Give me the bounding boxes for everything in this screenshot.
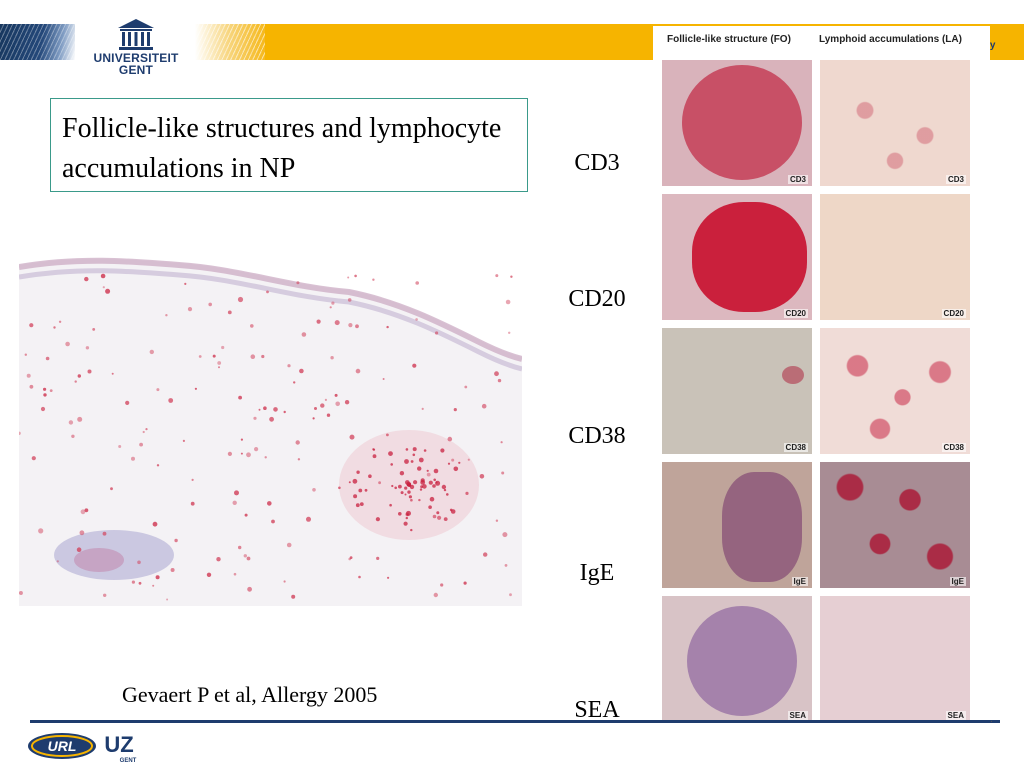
university-building-icon [118, 19, 154, 50]
citation: Gevaert P et al, Allergy 2005 [122, 682, 378, 707]
micrograph-image [19, 245, 522, 606]
tile-label: CD3 [787, 175, 808, 184]
tile-label: IgE [949, 577, 966, 586]
column-header-la: Lymphoid accumulations (LA) [819, 34, 962, 45]
tile-la-cd38: CD38 [820, 328, 970, 454]
tile-label: CD20 [941, 309, 966, 318]
header-stripe-middle [195, 24, 265, 60]
footer-logo-graphic: URL UZ GENT [28, 732, 137, 764]
column-header-fo: Follicle-like structure (FO) [667, 34, 791, 45]
tile-la-ige: IgE [820, 462, 970, 588]
marker-label-sea: SEA [574, 697, 620, 723]
tile-label: CD38 [941, 443, 966, 452]
tile-la-sea: SEA [820, 596, 970, 722]
footer-logo-right-subtext: GENT [120, 758, 137, 764]
marker-label-cd3: CD3 [574, 150, 620, 176]
footer-logo: URL UZ GENT [26, 730, 146, 764]
marker-label-cd38: CD38 [568, 423, 626, 449]
tile-fo-cd38: CD38 [662, 328, 812, 454]
tile-label: IgE [791, 577, 808, 586]
marker-label-ige: IgE [579, 560, 615, 586]
footer-logo-right-text: UZ [104, 732, 133, 757]
marker-label-cd20: CD20 [568, 286, 626, 312]
title-box: Follicle-like structures and lymphocyte … [50, 98, 528, 192]
university-logo: UNIVERSITEIT GENT [86, 18, 186, 88]
footer-divider [30, 720, 1000, 723]
tile-label: CD38 [783, 443, 808, 452]
tile-label: CD3 [945, 175, 966, 184]
tile-label: SEA [787, 711, 808, 720]
slide-title: Follicle-like structures and lymphocyte … [62, 113, 502, 184]
footer-logo-left-text: URL [48, 738, 77, 754]
tile-fo-cd20: CD20 [662, 194, 812, 320]
stained-cells [19, 273, 513, 601]
staining-panel: Follicle-like structure (FO) Lymphoid ac… [653, 26, 990, 731]
tile-label: SEA [945, 711, 966, 720]
tile-label: CD20 [783, 309, 808, 318]
footer-tail-text: . [990, 714, 993, 725]
tile-fo-sea: SEA [662, 596, 812, 722]
tile-fo-cd3: CD3 [662, 60, 812, 186]
header-tail-text: ry [986, 40, 996, 51]
university-name-line2: GENT [118, 63, 154, 77]
tissue-micrograph [19, 245, 522, 606]
tile-la-cd3: CD3 [820, 60, 970, 186]
tile-fo-ige: IgE [662, 462, 812, 588]
header-stripe-left [0, 24, 75, 60]
tile-la-cd20: CD20 [820, 194, 970, 320]
university-name-line1: UNIVERSITEIT [93, 51, 179, 65]
